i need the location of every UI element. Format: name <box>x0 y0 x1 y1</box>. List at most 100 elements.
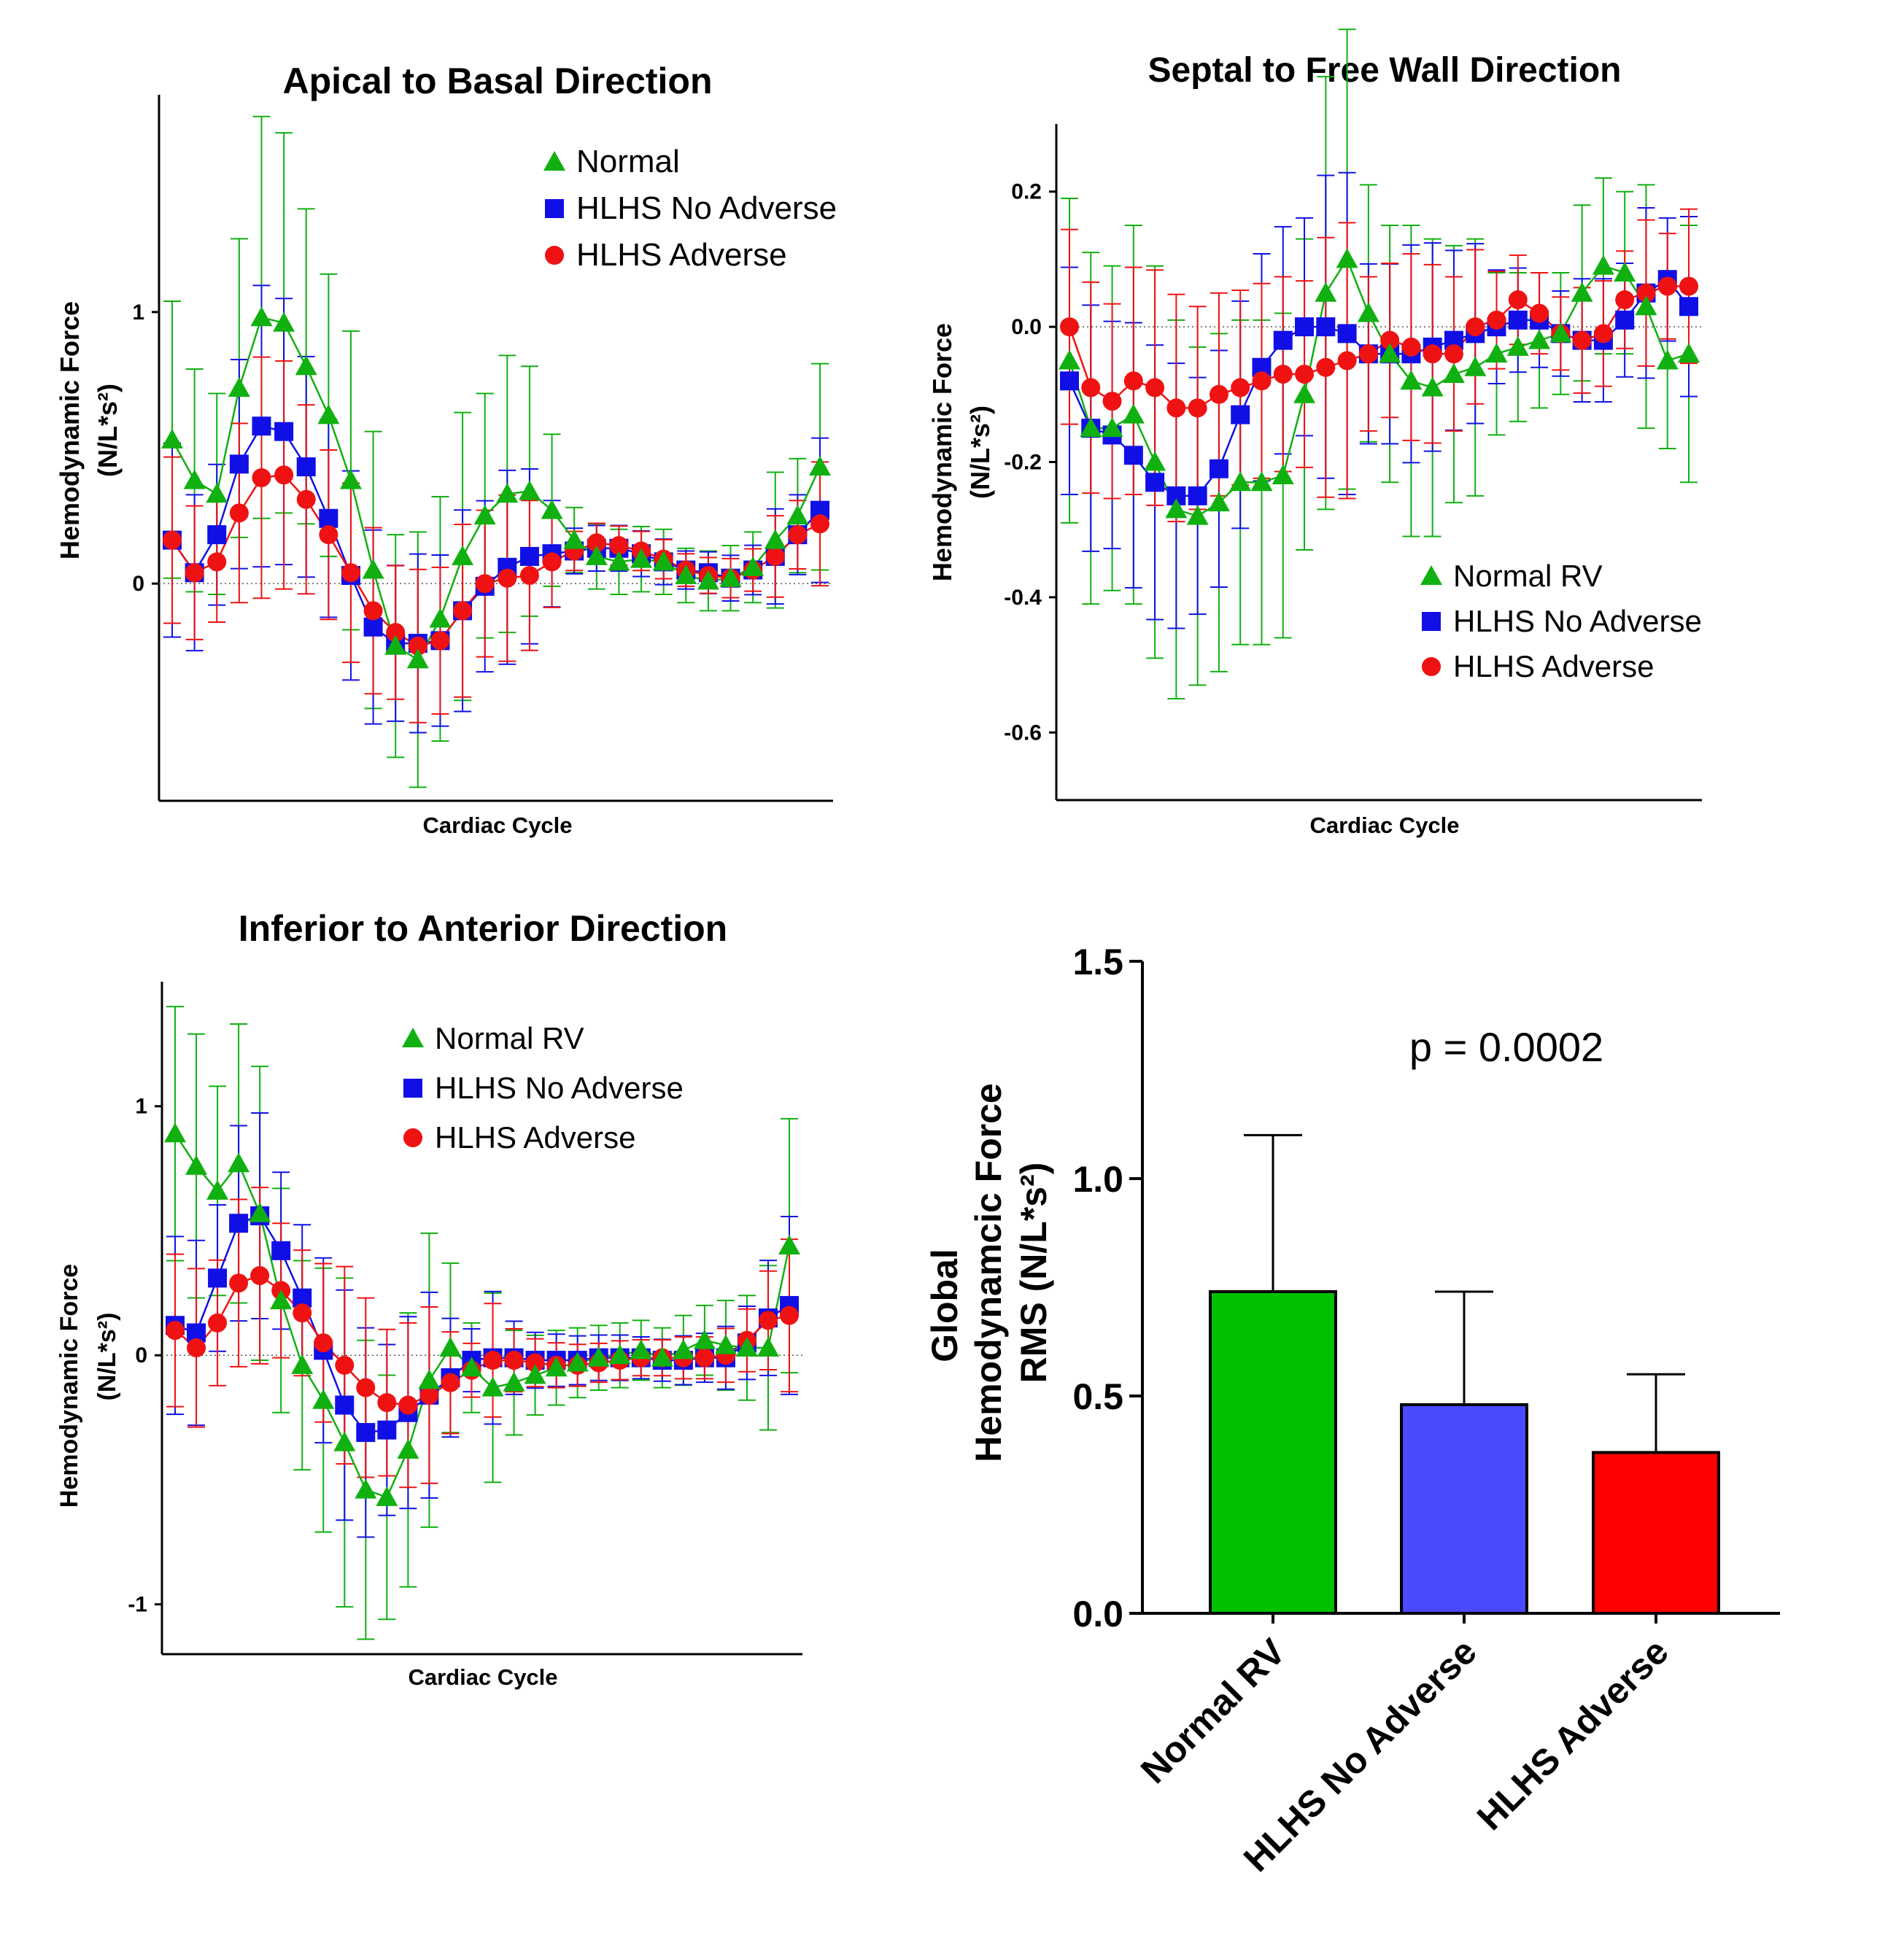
x-tick-label: HLHS Adverse <box>1469 1631 1676 1838</box>
normal-rv-point <box>1506 335 1529 356</box>
hlhs-adverse-point <box>163 530 182 550</box>
hlhs-adverse-point <box>185 563 204 583</box>
hlhs-no-adverse-point <box>1508 310 1528 330</box>
y-tick-label: -0.2 <box>1004 451 1042 475</box>
hlhs-adverse-point <box>319 525 338 545</box>
normal-point <box>585 545 608 565</box>
y-axis-label-line2: Hemodynamcic Force <box>968 1083 1009 1462</box>
hlhs-adverse-point <box>293 1303 312 1323</box>
global-rms-bar-chart: Global Hemodynamcic Force RMS (N/L*s²) p… <box>924 942 1780 1880</box>
normal-point <box>273 311 295 332</box>
normal-rv-point <box>778 1234 800 1254</box>
hlhs-adverse-point <box>1145 378 1165 397</box>
hlhs-adverse-point <box>810 514 829 534</box>
normal-rv-point <box>1293 383 1316 403</box>
hlhs-adverse-point <box>166 1321 185 1341</box>
normal-point <box>183 469 206 489</box>
hlhs-adverse-point <box>1615 290 1635 310</box>
y-tick-label: 0.2 <box>1011 180 1042 204</box>
hlhs-adverse-point <box>408 636 427 656</box>
legend-marker-hlhs-adverse <box>1422 657 1441 676</box>
x-axis-label: Cardiac Cycle <box>422 812 572 838</box>
normal-rv-line <box>174 1133 791 1499</box>
legend-marker-normal <box>543 151 565 171</box>
normal-rv-point <box>228 1152 250 1173</box>
normal-point <box>473 505 496 525</box>
normal-rv-point <box>714 1334 737 1354</box>
hlhs-adverse-point <box>694 1348 714 1368</box>
hlhs-adverse-point <box>208 1313 228 1333</box>
normal-point <box>496 483 519 503</box>
legend-label-normal-rv: Normal RV <box>1453 559 1603 593</box>
legend-marker-hlhs-adverse <box>545 246 564 265</box>
normal-rv-point <box>1272 465 1294 485</box>
hlhs-adverse-point <box>1593 324 1613 344</box>
normal-rv-point <box>651 1346 673 1367</box>
hlhs-adverse-point <box>1252 371 1272 391</box>
hlhs-adverse-point <box>335 1355 355 1375</box>
bar-hlhs-no-adverse <box>1400 1403 1528 1616</box>
hlhs-adverse-point <box>1380 330 1400 350</box>
hlhs-no-adverse-point <box>519 546 539 566</box>
normal-point <box>608 551 630 571</box>
normal-rv-point <box>1122 403 1145 424</box>
normal-rv-point <box>164 1122 186 1143</box>
hlhs-no-adverse-point <box>1273 330 1293 350</box>
hlhs-adverse-point <box>453 601 473 621</box>
hlhs-adverse-point <box>1081 378 1101 397</box>
legend-marker-hlhs-no-adverse <box>403 1079 422 1098</box>
legend-label-hlhs-adverse: HLHS Adverse <box>1453 649 1654 683</box>
hlhs-adverse-point <box>1466 317 1485 337</box>
normal-rv-point <box>270 1289 293 1310</box>
normal-rv-point <box>630 1339 652 1360</box>
hlhs-no-adverse-point <box>1231 405 1250 424</box>
normal-rv-point <box>376 1486 398 1506</box>
y-tick-label: 0 <box>135 1343 147 1368</box>
hlhs-adverse-point <box>504 1351 524 1370</box>
hlhs-adverse-point <box>252 468 271 487</box>
normal-point <box>429 608 452 628</box>
y-axis-label: Hemodynamic Force <box>55 301 85 559</box>
y-axis-label: Hemodynamic Force <box>927 323 957 581</box>
y-tick-label: 1.0 <box>1072 1159 1123 1200</box>
hlhs-no-adverse-point <box>363 617 383 637</box>
chart-title: Septal to Free Wall Direction <box>1148 51 1621 90</box>
normal-rv-point <box>397 1438 419 1459</box>
hlhs-adverse-point <box>341 563 360 583</box>
legend-label-normal-rv: Normal RV <box>435 1021 584 1055</box>
hlhs-adverse-point <box>1679 276 1698 296</box>
hlhs-adverse-point <box>788 525 808 545</box>
hlhs-adverse-point <box>1657 276 1677 296</box>
hlhs-adverse-point <box>377 1393 397 1413</box>
hlhs-adverse-point <box>1508 290 1528 310</box>
y-axis-units: (N/L*s²) <box>93 384 123 477</box>
hlhs-no-adverse-point <box>335 1395 355 1415</box>
normal-point <box>630 548 653 568</box>
normal-rv-point <box>1614 261 1636 282</box>
apical-basal-chart: Apical to Basal Direction Cardiac Cycle … <box>55 61 837 838</box>
inferior-anterior-chart: Inferior to Anterior Direction Cardiac C… <box>55 908 802 1690</box>
hlhs-adverse-point <box>1444 344 1463 364</box>
normal-rv-point <box>1357 302 1379 322</box>
legend-marker-hlhs-adverse <box>403 1128 422 1147</box>
normal-rv-point <box>1080 417 1102 438</box>
hlhs-adverse-point <box>1123 371 1143 391</box>
hlhs-no-adverse-point <box>1679 297 1698 317</box>
hlhs-adverse-point <box>1231 378 1250 397</box>
y-tick-label: -1 <box>128 1593 147 1617</box>
hlhs-no-adverse-point <box>1188 486 1207 505</box>
normal-rv-point <box>1250 471 1273 492</box>
hlhs-adverse-point <box>519 565 539 585</box>
normal-point <box>384 635 407 655</box>
normal-point <box>518 480 541 500</box>
normal-rv-point <box>291 1354 314 1374</box>
hlhs-adverse-point <box>1401 337 1421 357</box>
normal-rv-point <box>1592 255 1614 275</box>
hlhs-adverse-point <box>1530 303 1549 323</box>
hlhs-no-adverse-point <box>1295 317 1315 337</box>
hlhs-no-adverse-point <box>377 1420 397 1440</box>
normal-point <box>697 570 719 590</box>
legend-marker-normal-rv <box>1420 565 1442 585</box>
hlhs-no-adverse-point <box>271 1241 291 1260</box>
normal-point <box>563 529 586 549</box>
